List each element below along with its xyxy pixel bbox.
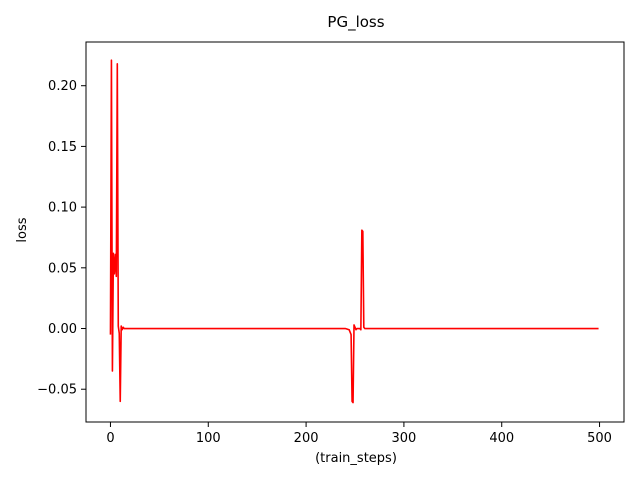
y-tick-label: 0.00 xyxy=(48,322,77,337)
loss-series-line xyxy=(109,59,599,404)
y-tick-label: 0.05 xyxy=(48,261,77,276)
x-axis: 0 100 200 300 400 500 xyxy=(106,422,612,446)
y-tick-label: 0.20 xyxy=(48,79,77,94)
x-tick-label: 400 xyxy=(489,431,514,446)
y-tick-label: 0.10 xyxy=(48,201,77,216)
x-tick-label: 200 xyxy=(294,431,319,446)
x-axis-title: (train_steps) xyxy=(315,451,397,466)
y-tick-label: 0.15 xyxy=(48,140,77,155)
y-axis: −0.05 0.00 0.05 0.10 0.15 0.20 xyxy=(37,79,86,398)
series-layer xyxy=(109,59,599,404)
y-axis-title: loss xyxy=(15,217,30,242)
x-tick-label: 500 xyxy=(587,431,612,446)
x-tick-label: 300 xyxy=(391,431,416,446)
plot-area: 0 100 200 300 400 500 −0.05 0.00 0.05 0.10 0.15 0.… xyxy=(37,41,625,446)
x-tick-label: 0 xyxy=(106,431,114,446)
axes-frame xyxy=(85,41,625,423)
y-tick-label: −0.05 xyxy=(37,383,77,398)
chart-title: PG_loss xyxy=(327,13,384,32)
x-tick-label: 100 xyxy=(196,431,221,446)
